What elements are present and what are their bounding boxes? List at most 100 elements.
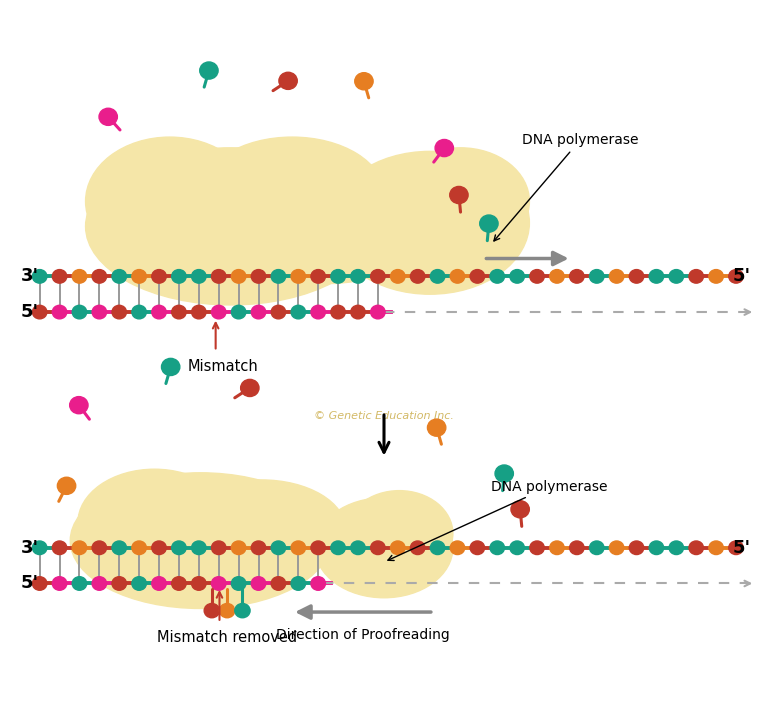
Circle shape [271,270,286,283]
Text: 5': 5' [21,574,38,592]
Circle shape [251,305,266,319]
Circle shape [251,576,266,590]
Text: Direction of Proofreading: Direction of Proofreading [276,628,450,642]
Circle shape [132,576,147,590]
Circle shape [231,541,246,554]
Circle shape [510,270,525,283]
Circle shape [291,270,306,283]
Circle shape [220,604,235,618]
Circle shape [390,270,405,283]
Circle shape [231,576,246,590]
Circle shape [629,541,644,554]
Circle shape [550,270,564,283]
Text: 5': 5' [21,303,38,321]
Circle shape [430,270,445,283]
Circle shape [240,379,259,397]
Circle shape [450,270,465,283]
Circle shape [351,270,366,283]
Circle shape [152,576,167,590]
Circle shape [132,270,147,283]
Circle shape [291,305,306,319]
Circle shape [511,500,529,518]
Circle shape [291,576,306,590]
Circle shape [480,215,498,232]
Circle shape [729,270,743,283]
Circle shape [570,270,584,283]
Circle shape [152,270,167,283]
Circle shape [390,541,405,554]
Text: DNA polymerase: DNA polymerase [494,133,638,241]
Circle shape [649,541,664,554]
Circle shape [450,186,468,204]
Circle shape [172,305,186,319]
Text: 3': 3' [21,267,38,285]
Circle shape [231,305,246,319]
Circle shape [112,270,127,283]
Circle shape [355,72,373,90]
Ellipse shape [346,490,453,576]
Circle shape [470,541,485,554]
Ellipse shape [330,151,529,294]
Circle shape [669,541,684,554]
Circle shape [351,541,366,554]
Circle shape [152,541,167,554]
Circle shape [191,270,206,283]
Circle shape [251,541,266,554]
Text: DNA polymerase: DNA polymerase [388,480,607,561]
Text: 5': 5' [732,538,750,557]
Circle shape [32,270,47,283]
Circle shape [92,305,107,319]
Ellipse shape [262,212,399,283]
Circle shape [172,270,186,283]
Circle shape [191,305,206,319]
Circle shape [279,72,297,90]
Circle shape [92,270,107,283]
Circle shape [211,270,226,283]
Circle shape [450,541,465,554]
Circle shape [510,541,525,554]
Circle shape [112,576,127,590]
Circle shape [490,270,505,283]
Ellipse shape [315,498,453,598]
Circle shape [669,270,684,283]
Circle shape [204,604,220,618]
Circle shape [311,305,326,319]
Circle shape [709,541,723,554]
Circle shape [590,541,604,554]
Circle shape [530,541,545,554]
Circle shape [32,576,47,590]
Circle shape [72,541,87,554]
Circle shape [235,604,250,618]
Circle shape [32,305,47,319]
Text: © Genetic Education Inc.: © Genetic Education Inc. [314,411,454,421]
Circle shape [58,478,76,495]
Circle shape [570,541,584,554]
Circle shape [689,541,703,554]
Circle shape [152,305,167,319]
Circle shape [52,576,67,590]
Ellipse shape [200,137,384,252]
Circle shape [649,270,664,283]
Circle shape [132,305,147,319]
Circle shape [410,270,425,283]
Circle shape [32,541,47,554]
Ellipse shape [78,469,231,576]
Circle shape [52,270,67,283]
Circle shape [70,397,88,414]
Circle shape [172,541,186,554]
Circle shape [709,270,723,283]
Circle shape [132,541,147,554]
Circle shape [410,541,425,554]
Circle shape [371,305,385,319]
Circle shape [271,576,286,590]
Circle shape [271,305,286,319]
Circle shape [92,576,107,590]
Circle shape [72,576,87,590]
Circle shape [470,270,485,283]
Circle shape [609,270,624,283]
Circle shape [430,541,445,554]
Circle shape [490,541,505,554]
Text: Mismatch: Mismatch [188,358,259,374]
Ellipse shape [177,480,346,580]
Circle shape [211,305,226,319]
